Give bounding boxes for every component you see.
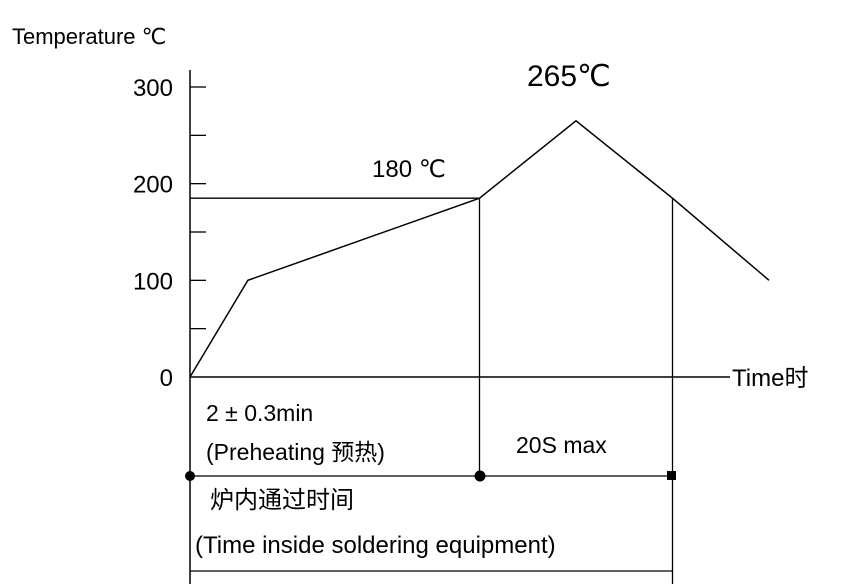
- y-tick-label-0: 0: [160, 365, 173, 392]
- preheat-temperature-label: 180 ℃: [372, 156, 446, 183]
- y-tick-label-100: 100: [133, 268, 173, 295]
- y-axis-tick-labels: 0 100 200 300: [133, 75, 173, 392]
- temperature-profile-line: [189, 119, 770, 378]
- preheating-label: (Preheating 预热): [206, 439, 385, 465]
- dimension-end-marker: [667, 471, 676, 480]
- preheat-time-label: 2 ± 0.3min: [206, 400, 313, 426]
- time-inside-equipment-en-label: (Time inside soldering equipment): [195, 532, 556, 559]
- dimension-mid-dot: [474, 470, 486, 482]
- peak-window-label: 20S max: [516, 432, 607, 458]
- dimension-start-dot: [185, 471, 195, 481]
- y-axis-title: Temperature ℃: [12, 24, 166, 49]
- y-axis-ticks: [190, 86, 206, 330]
- y-tick-label-300: 300: [133, 75, 173, 102]
- y-tick-label-200: 200: [133, 172, 173, 199]
- time-inside-equipment-cn-label: 炉内通过时间: [210, 487, 354, 514]
- peak-temperature-label: 265℃: [527, 60, 611, 93]
- x-axis-title: Time时: [732, 365, 808, 392]
